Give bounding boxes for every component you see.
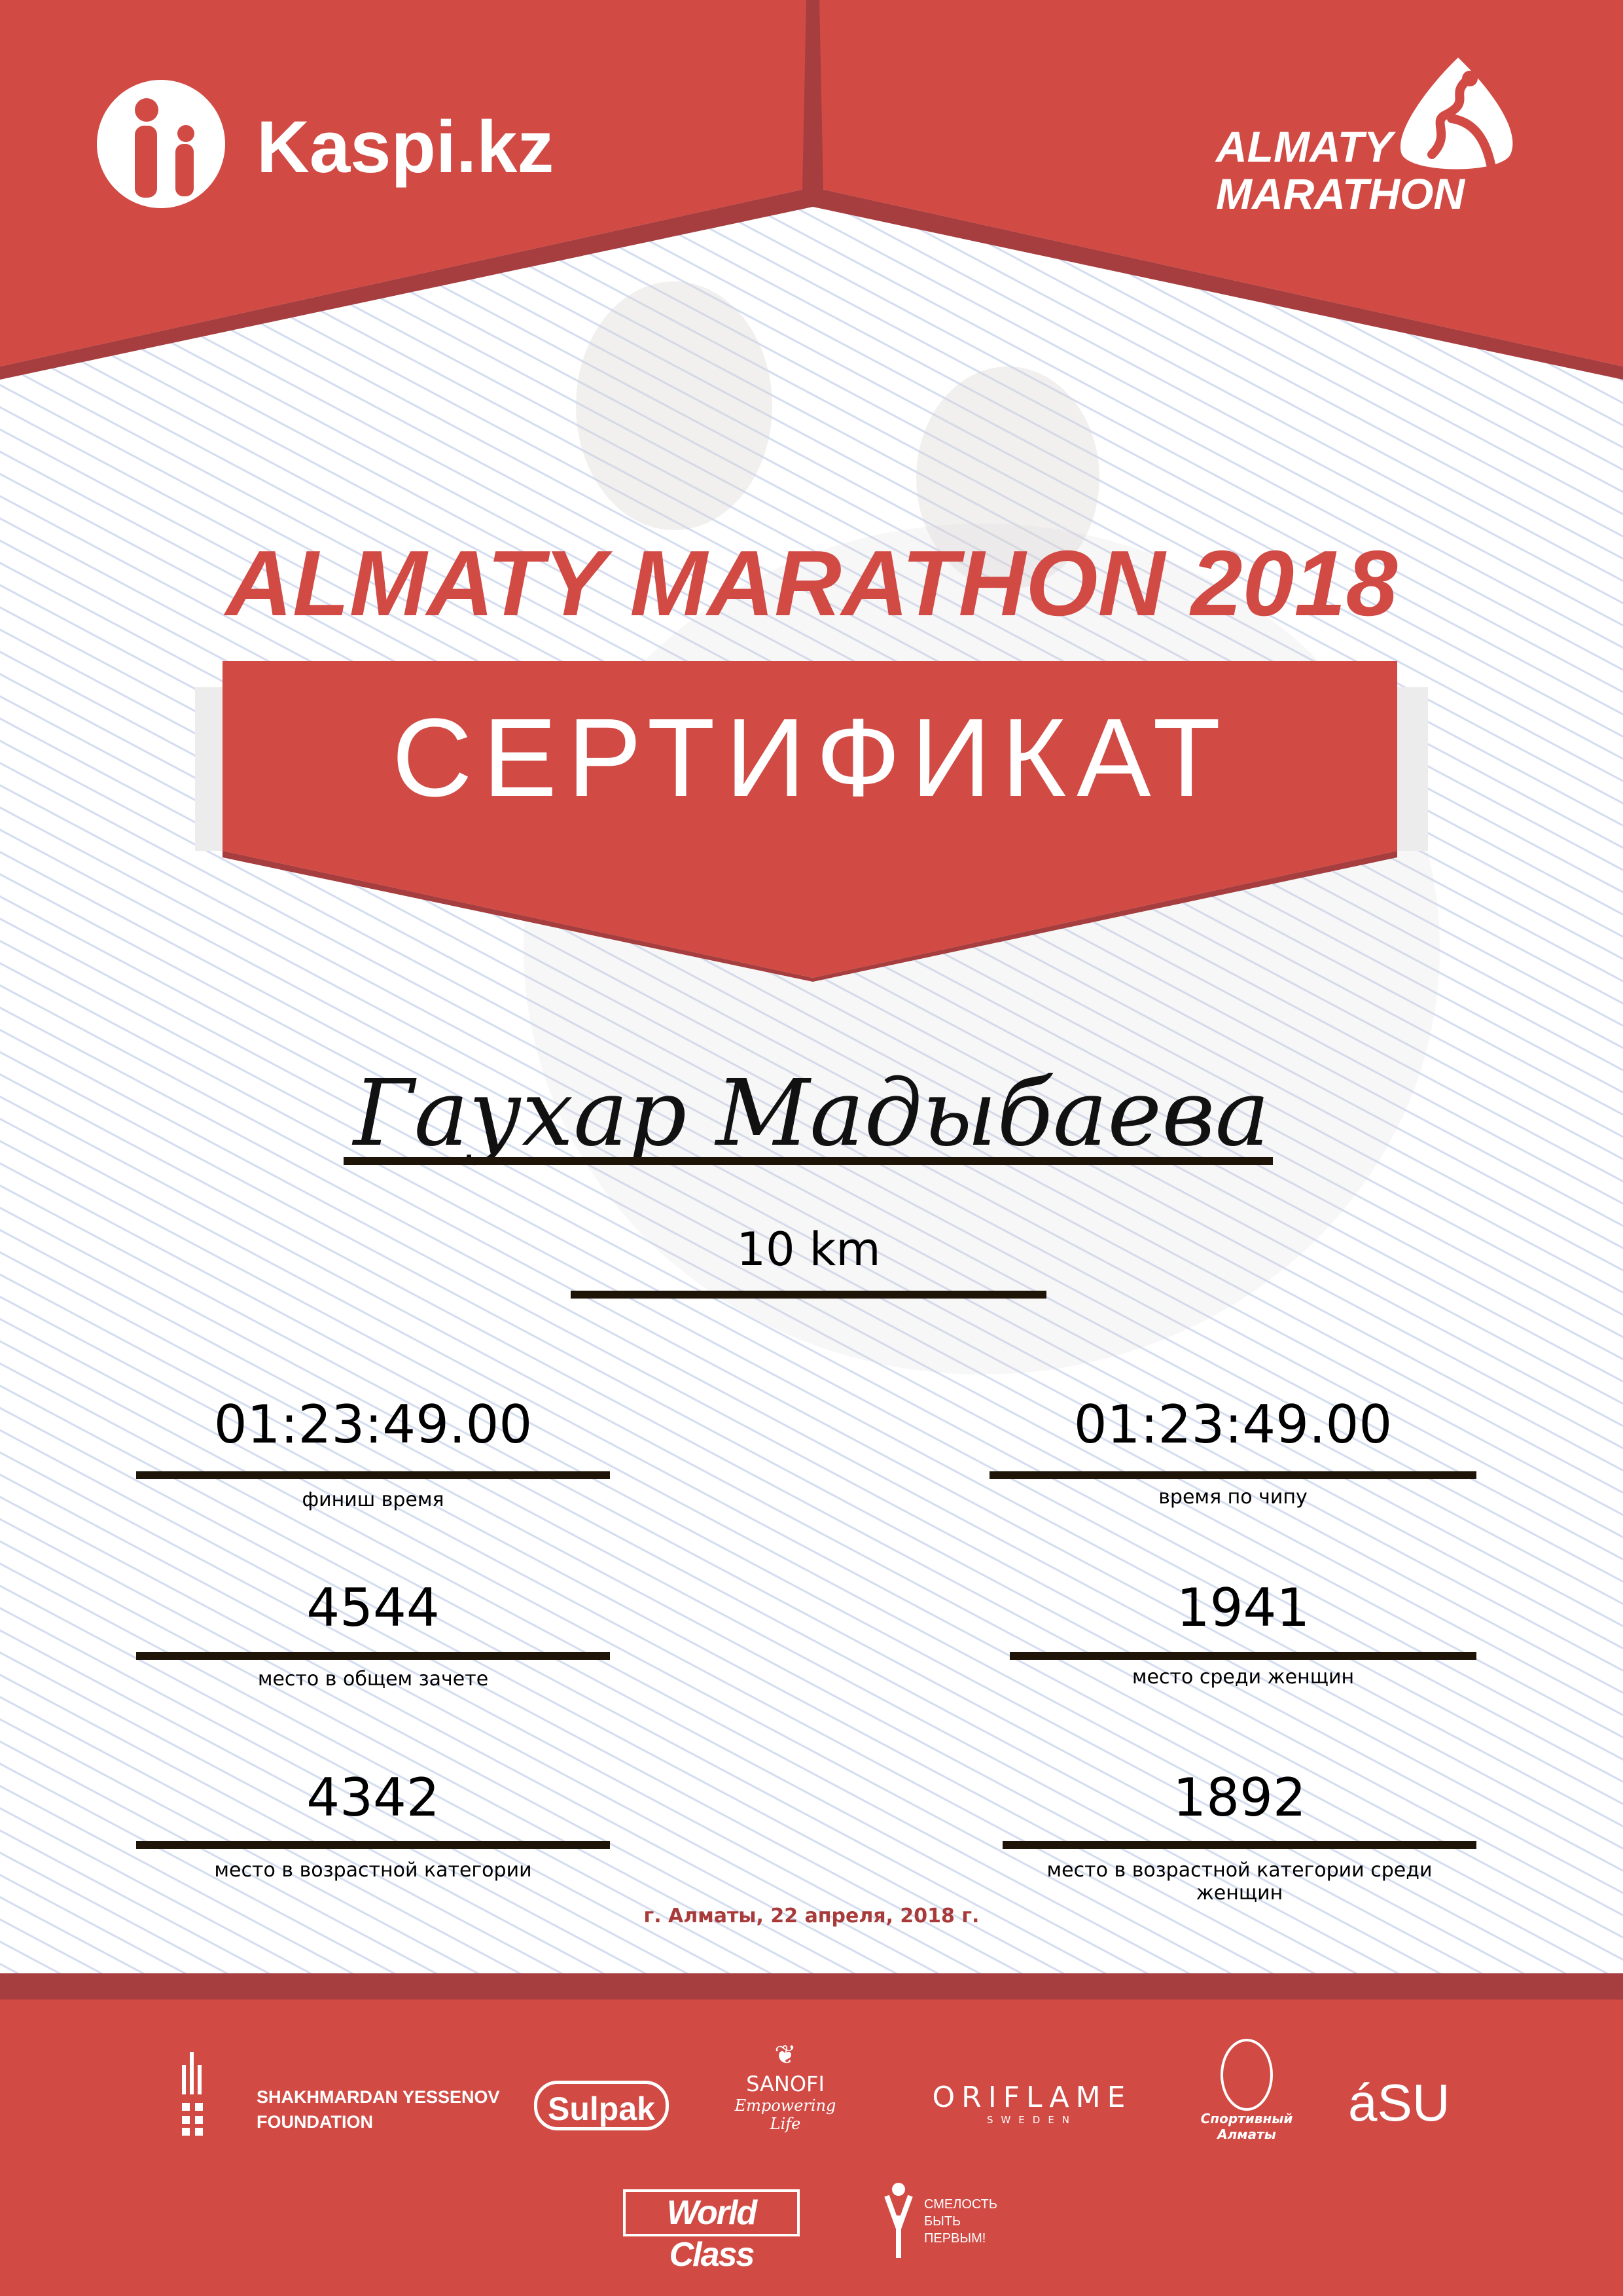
distance-underline (571, 1291, 1046, 1299)
kaspi-logo-icon (97, 80, 225, 208)
yessenov-line1: SHAKHMARDAN YESSENOV (257, 2087, 500, 2107)
age-place-value: 4342 (306, 1767, 440, 1828)
distance: 10 km (736, 1223, 881, 1276)
age-place-label: место в возрастной категории (214, 1859, 532, 1882)
runner-logo-icon (1400, 58, 1513, 170)
women-age-place-label: место в возрастной категории среди женщи… (1046, 1859, 1433, 1905)
overall-place-value: 4544 (306, 1577, 440, 1638)
yessenov-logo-icon (182, 2052, 203, 2136)
runner-photo (916, 367, 1099, 589)
oriflame-tagline: SWEDEN (986, 2114, 1078, 2126)
certificate-heading: СЕРТИФИКАТ (391, 696, 1232, 820)
sport-almaty-name: Спортивный Алматы (1200, 2111, 1293, 2142)
logo-line1: ALMATY (1216, 122, 1393, 171)
divider (136, 1841, 610, 1849)
certificate-banner (195, 661, 1428, 982)
date-place: г. Алматы, 22 апреля, 2018 г. (643, 1905, 980, 1928)
footer: SHAKHMARDAN YESSENOV FOUNDATION Sulpak ❦… (0, 2000, 1623, 2296)
sanofi-name: SANOFI (746, 2072, 825, 2096)
oriflame-logo: ORIFLAME SWEDEN (924, 2081, 1140, 2126)
almaty-marathon-logo: ALMATY MARATHON (1216, 123, 1465, 217)
sanofi-tagline: Empowering Life (734, 2096, 836, 2133)
divider (1003, 1841, 1476, 1849)
participant-name: Гаухар Мадыбаева (353, 1060, 1270, 1167)
sanofi-icon: ❦ (774, 2040, 796, 2070)
finish-time-label: финиш время (302, 1488, 444, 1511)
yessenov-line2: FOUNDATION (257, 2112, 373, 2132)
divider (990, 1471, 1476, 1479)
chip-time-value: 01:23:49.00 (1073, 1394, 1393, 1455)
sulpak-logo: Sulpak (534, 2081, 669, 2130)
footer-strip (0, 1973, 1623, 2000)
women-age-place-value: 1892 (1173, 1767, 1306, 1828)
sport-almaty-emblem-icon (1221, 2039, 1273, 2111)
women-place-label: место среди женщин (1132, 1666, 1355, 1689)
sport-almaty-logo: Спортивный Алматы (1198, 2039, 1296, 2142)
world-class-logo: World Class (623, 2189, 800, 2274)
divider (1010, 1652, 1476, 1660)
header-band (0, 0, 1623, 380)
women-place-value: 1941 (1176, 1577, 1310, 1638)
chip-time-label: время по чипу (1158, 1486, 1308, 1509)
runner-photo (576, 281, 772, 530)
fund-logo-icon (884, 2183, 913, 2258)
yessenov-logo: SHAKHMARDAN YESSENOV FOUNDATION (257, 2085, 500, 2134)
finish-time-value: 01:23:49.00 (213, 1394, 533, 1455)
asu-logo: áSU (1348, 2073, 1450, 2132)
fund-logo-text: СМЕЛОСТЬ БЫТЬ ПЕРВЫМ! (924, 2197, 998, 2246)
oriflame-name: ORIFLAME (932, 2081, 1132, 2114)
kaspi-logo-text: Kaspi.kz (257, 106, 554, 188)
sanofi-logo: ❦ SANOFI Empowering Life (720, 2039, 851, 2133)
divider (136, 1652, 610, 1660)
divider (136, 1471, 610, 1479)
name-underline (344, 1157, 1273, 1165)
logo-line2: MARATHON (1216, 170, 1465, 218)
overall-place-label: место в общем зачете (257, 1668, 489, 1691)
event-title: ALMATY MARATHON 2018 (225, 531, 1398, 636)
